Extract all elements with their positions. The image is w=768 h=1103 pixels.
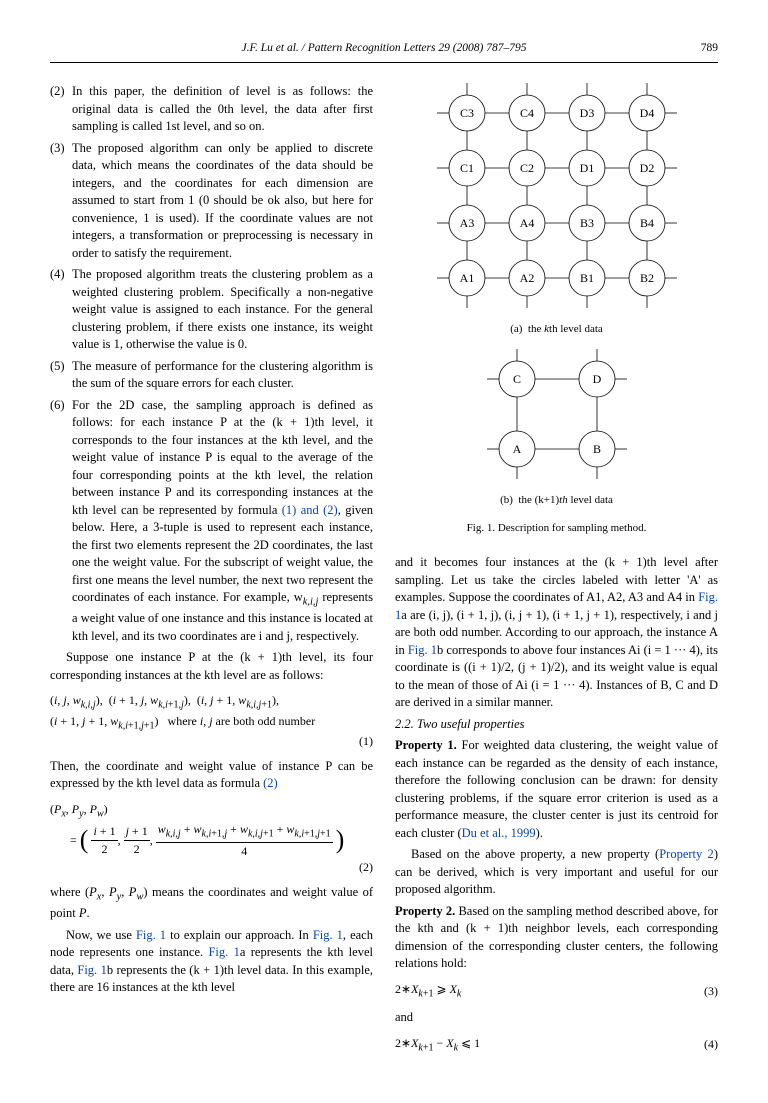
page-number: 789 <box>701 40 718 56</box>
figure-1b: C D A B <box>462 349 652 489</box>
property-2-label: Property 2. <box>395 904 455 918</box>
link-fig-1[interactable]: Fig. 1 <box>395 590 718 622</box>
now-paragraph: Now, we use Fig. 1 to explain our approa… <box>50 927 373 997</box>
right-column: C3 C4 D3 D4 C1 C2 D1 D2 A3 A4 B3 B4 A1 A2 B1 B2 (a) the… <box>395 83 718 1063</box>
eq-num-4: (4) <box>688 1036 718 1053</box>
formula-4: 2∗Xk+1 − Xk ⩽ 1 (4) <box>395 1035 718 1055</box>
list-item: (4)The proposed algorithm treats the clu… <box>50 266 373 354</box>
svg-text:A2: A2 <box>519 271 534 285</box>
fig-1b-caption: (b) the (k+1)th level data <box>395 493 718 508</box>
svg-text:C2: C2 <box>519 161 533 175</box>
property-2: Property 2. Based on the sampling method… <box>395 903 718 973</box>
then-paragraph: Then, the coordinate and weight value of… <box>50 758 373 793</box>
svg-text:B3: B3 <box>579 216 593 230</box>
svg-text:C4: C4 <box>519 106 533 120</box>
formula-2: (Px, Py, Pw) = ( i + 1 2 , j + 1 2 , wk,… <box>50 801 373 876</box>
link-fig-1[interactable]: Fig. 1 <box>208 945 239 959</box>
svg-text:A: A <box>512 442 521 456</box>
svg-text:D4: D4 <box>639 106 654 120</box>
link-fig-1[interactable]: Fig. 1 <box>313 928 343 942</box>
suppose-paragraph: Suppose one instance P at the (k + 1)th … <box>50 649 373 684</box>
svg-text:B1: B1 <box>579 271 593 285</box>
and-word: and <box>395 1009 718 1027</box>
list-item: (5)The measure of performance for the cl… <box>50 358 373 393</box>
figure-1a: C3 C4 D3 D4 C1 C2 D1 D2 A3 A4 B3 B4 A1 A2 B1 B2 <box>427 83 687 318</box>
svg-text:D: D <box>592 372 601 386</box>
formula-3: 2∗Xk+1 ⩾ Xk (3) <box>395 981 718 1001</box>
svg-text:B2: B2 <box>639 271 653 285</box>
svg-text:B: B <box>592 442 600 456</box>
link-fig-1[interactable]: Fig. 1 <box>408 643 437 657</box>
eq-num-2: (2) <box>343 859 373 876</box>
fig-1-main-caption: Fig. 1. Description for sampling method. <box>395 521 718 536</box>
svg-text:C1: C1 <box>459 161 473 175</box>
svg-text:A3: A3 <box>459 216 474 230</box>
svg-text:D3: D3 <box>579 106 594 120</box>
svg-text:A1: A1 <box>459 271 474 285</box>
based-on-paragraph: Based on the above property, a new prope… <box>395 846 718 899</box>
citation: J.F. Lu et al. / Pattern Recognition Let… <box>241 42 526 54</box>
list-item: (3)The proposed algorithm can only be ap… <box>50 140 373 263</box>
svg-text:D1: D1 <box>579 161 594 175</box>
left-column: (2)In this paper, the definition of leve… <box>50 83 373 1063</box>
link-formula-2[interactable]: (2) <box>263 776 278 790</box>
header-rule <box>50 62 718 63</box>
svg-text:C3: C3 <box>459 106 473 120</box>
svg-text:C: C <box>512 372 520 386</box>
formula-1: (i, j, wk,i,j), (i + 1, j, wk,i+1,j), (i… <box>50 692 373 750</box>
link-du-1999[interactable]: Du et al., 1999 <box>462 826 536 840</box>
fig-1a-caption: (a) the kth level data <box>395 322 718 337</box>
link-formula-1-2[interactable]: (1) and (2) <box>282 503 338 517</box>
property-1: Property 1. For weighted data clustering… <box>395 737 718 842</box>
svg-text:D2: D2 <box>639 161 654 175</box>
two-column-layout: (2)In this paper, the definition of leve… <box>50 83 718 1063</box>
svg-text:B4: B4 <box>639 216 653 230</box>
link-fig-1[interactable]: Fig. 1 <box>136 928 166 942</box>
eq-num-1: (1) <box>343 733 373 750</box>
link-fig-1[interactable]: Fig. 1 <box>77 963 106 977</box>
list-item: (6)For the 2D case, the sampling approac… <box>50 397 373 646</box>
section-2-2-title: 2.2. Two useful properties <box>395 716 718 734</box>
list-item: (2)In this paper, the definition of leve… <box>50 83 373 136</box>
and-it-paragraph: and it becomes four instances at the (k … <box>395 554 718 712</box>
page-header: J.F. Lu et al. / Pattern Recognition Let… <box>50 40 718 56</box>
svg-text:A4: A4 <box>519 216 534 230</box>
link-property-2[interactable]: Property 2 <box>659 847 714 861</box>
where-paragraph: where (Px, Py, Pw) means the coordinates… <box>50 884 373 923</box>
eq-num-3: (3) <box>688 983 718 1000</box>
property-1-label: Property 1. <box>395 738 457 752</box>
